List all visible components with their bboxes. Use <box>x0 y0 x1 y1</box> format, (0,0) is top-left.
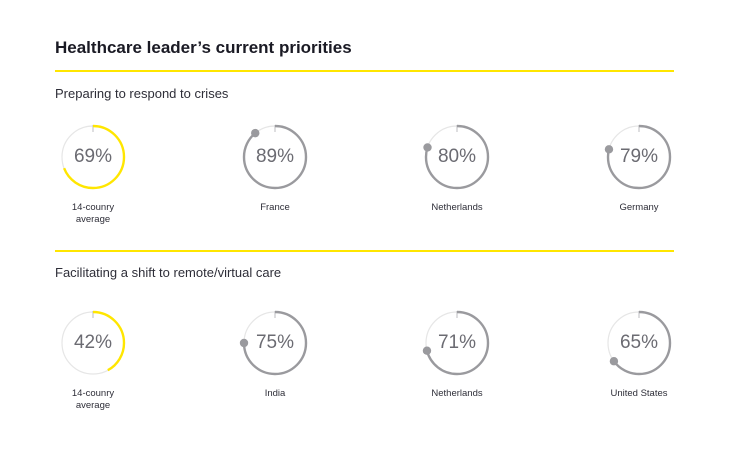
donut-percent-label: 80% <box>437 146 477 167</box>
donut-svg <box>242 124 308 190</box>
donut-category-label: India <box>219 388 331 400</box>
donut-value-arc <box>242 124 308 190</box>
donut-percent-label: 71% <box>437 332 477 353</box>
section-title-crises: Preparing to respond to crises <box>55 86 229 101</box>
donut-end-dot <box>251 128 260 138</box>
section-title-remote-care: Facilitating a shift to remote/virtual c… <box>55 265 282 280</box>
donut: 79% <box>604 124 672 190</box>
donut-svg <box>60 124 126 190</box>
donut-percent-label: 69% <box>73 146 113 167</box>
donut-svg <box>422 310 490 376</box>
donut-category-label: Netherlands <box>401 388 513 400</box>
donut-category-label-line: United States <box>610 388 668 399</box>
donut-category-label: United States <box>583 388 695 400</box>
donut-end-dot <box>423 143 432 152</box>
donut-percent-label: 65% <box>619 332 659 353</box>
donut-category-label: 14-counry average <box>37 388 149 412</box>
donut: 65% <box>606 310 672 376</box>
donut-end-dot <box>239 338 249 348</box>
donut-percent-label: 79% <box>619 146 659 167</box>
donut-category-label-line: 14-counry <box>71 202 115 213</box>
donut-category-label-line: Netherlands <box>431 388 483 399</box>
divider-middle <box>55 250 674 252</box>
donut-end-dot <box>609 357 619 366</box>
donut-category-label: France <box>219 202 331 214</box>
donut: 89% <box>242 124 308 190</box>
donut-value-arc <box>606 310 672 376</box>
donut-category-label-line: average <box>75 214 111 225</box>
donut-category-label-line: Netherlands <box>431 202 483 213</box>
donut-value-arc <box>60 124 126 190</box>
donut-category-label: Germany <box>583 202 695 214</box>
donut-category-label: Netherlands <box>401 202 513 214</box>
donut-value-arc <box>424 124 490 190</box>
donut: 75% <box>239 310 308 376</box>
donut-end-dot <box>604 145 614 154</box>
donut: 71% <box>422 310 490 376</box>
donut-svg <box>606 310 672 376</box>
donut-svg <box>604 124 672 190</box>
donut-svg <box>423 124 490 190</box>
donut-value-arc <box>424 310 490 376</box>
donut-category-label-line: Germany <box>619 202 659 213</box>
donut: 69% <box>60 124 126 190</box>
donut-category-label-line: average <box>75 400 111 411</box>
donut-value-arc <box>606 124 672 190</box>
donut-category-label-line: 14-counry <box>71 388 115 399</box>
donut-svg <box>60 310 126 376</box>
donut-category-label-line: India <box>264 388 286 399</box>
donut-category-label-line: France <box>260 202 290 213</box>
donut-value-arc <box>60 310 126 376</box>
donut: 80% <box>423 124 490 190</box>
donut-category-label: 14-counry average <box>37 202 149 226</box>
donut-svg <box>239 310 308 376</box>
divider-top <box>55 70 674 72</box>
donut-percent-label: 89% <box>255 146 295 167</box>
donut-percent-label: 42% <box>73 332 113 353</box>
donut-percent-label: 75% <box>255 332 295 353</box>
donut-end-dot <box>422 346 432 355</box>
chart-title: Healthcare leader’s current priorities <box>55 38 352 57</box>
donut: 42% <box>60 310 126 376</box>
